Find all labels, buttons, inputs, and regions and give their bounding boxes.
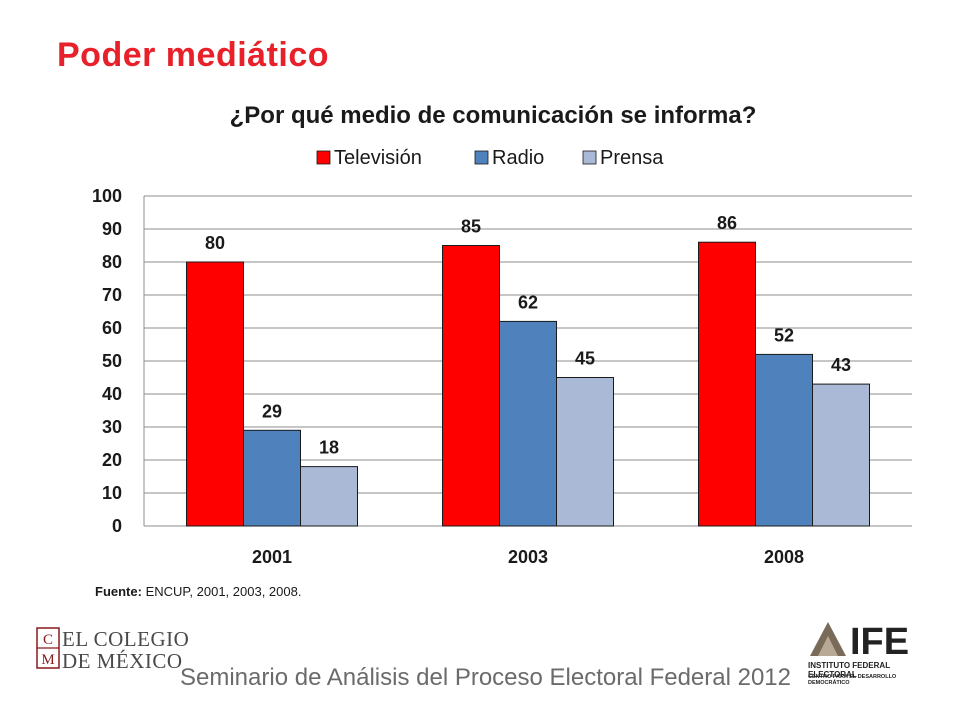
y-tick-label: 60 [102,318,122,338]
x-axis-ticks: 2001 2003 2008 [252,547,804,567]
bar-radio-2003 [499,320,557,527]
data-label: 18 [319,438,339,458]
colmex-line-1: EL COLEGIO [62,627,190,651]
bar-radio-2008 [755,353,813,527]
y-tick-label: 0 [112,516,122,536]
colmex-logo-text: EL COLEGIO DE MÉXICO [62,628,189,672]
x-tick-label: 2003 [508,547,548,567]
y-tick-label: 10 [102,483,122,503]
ife-subtitle: CENTRO PARA EL DESARROLLO DEMOCRÁTICO [808,674,897,686]
legend-label: Prensa [600,147,664,169]
y-tick-label: 40 [102,384,122,404]
legend-swatch [582,150,597,165]
y-tick-label: 50 [102,351,122,371]
colmex-logo-icon: C M [36,627,60,669]
footer-text: Seminario de Análisis del Proceso Electo… [180,664,792,691]
legend-swatch [316,150,331,165]
x-tick-label: 2008 [764,547,804,567]
y-tick-label: 30 [102,417,122,437]
y-axis-ticks: 0 10 20 30 40 50 60 70 80 90 100 [92,186,122,536]
ife-logo-icon: IFE [810,621,909,662]
bar-prensa-2003 [556,377,614,527]
chart-legend: Televisión Radio Prensa [316,147,664,169]
ife-full-name: INSTITUTO FEDERAL ELECTORAL [808,661,890,679]
source-note: Fuente: ENCUP, 2001, 2003, 2008. [95,584,301,599]
data-label: 52 [774,325,794,345]
data-label: 29 [262,401,282,421]
y-tick-label: 100 [92,186,122,206]
data-labels: 80 29 18 85 62 45 86 52 43 [205,213,851,457]
legend-label: Televisión [334,147,422,169]
data-label: 62 [518,292,538,312]
data-label: 85 [461,217,481,237]
colmex-line-2: DE MÉXICO [62,649,183,673]
y-tick-label: 20 [102,450,122,470]
source-text: ENCUP, 2001, 2003, 2008. [145,584,302,599]
x-tick-label: 2001 [252,547,292,567]
data-label: 43 [831,355,851,375]
ife-logo-name: IFE [850,621,909,662]
svg-text:C: C [43,632,53,648]
bar-prensa-2008 [812,383,870,527]
bar-televisión-2008 [698,241,756,527]
slide-title: Poder mediático [57,36,330,74]
bar-radio-2001 [243,429,301,527]
y-tick-label: 80 [102,252,122,272]
data-label: 45 [575,349,595,369]
data-label: 86 [717,213,737,233]
chart-title: ¿Por qué medio de comunicación se inform… [230,102,757,129]
svg-text:M: M [41,652,54,668]
y-tick-label: 70 [102,285,122,305]
chart-bars [186,241,870,527]
data-label: 80 [205,233,225,253]
y-tick-label: 90 [102,219,122,239]
legend-label: Radio [492,147,544,169]
bar-prensa-2001 [300,466,358,527]
bar-televisión-2001 [186,261,244,527]
bar-televisión-2003 [442,245,500,527]
legend-swatch [474,150,489,165]
source-label: Fuente: [95,584,142,599]
